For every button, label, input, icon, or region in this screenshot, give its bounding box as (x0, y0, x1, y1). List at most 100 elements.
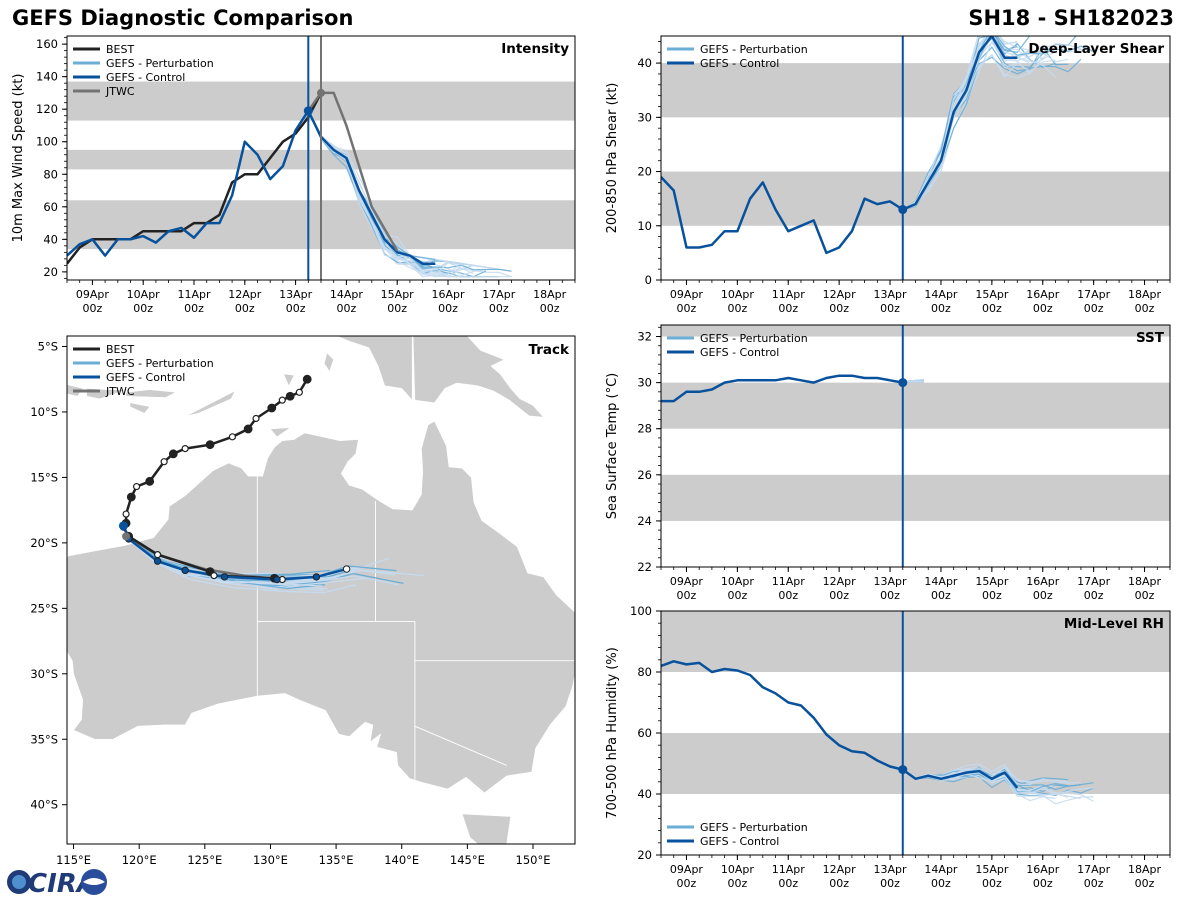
plot-area (661, 611, 1170, 855)
axes-frame (661, 325, 1170, 567)
y-tick-label: 10°S (30, 405, 58, 419)
x-tick-label-hour: 00z (1033, 302, 1053, 315)
x-tick-label-hour: 00z (489, 302, 509, 315)
control-init-point (119, 521, 128, 530)
best-track-point (123, 511, 129, 517)
x-tick-label-date: 12Apr (823, 288, 857, 301)
x-tick-label-date: 09Apr (76, 288, 110, 301)
legend-label: GEFS - Control (700, 57, 779, 70)
x-tick-label-date: 10Apr (721, 863, 755, 876)
storm-id: SH18 - SH182023 (968, 6, 1174, 30)
new-guinea-landmass (412, 307, 543, 417)
legend-label: BEST (106, 43, 134, 56)
figure-title: GEFS Diagnostic Comparison (12, 6, 353, 30)
x-tick-label-hour: 00z (133, 302, 153, 315)
y-tick-label: 120 (36, 102, 58, 116)
y-tick-label: 26 (637, 468, 652, 482)
legend-label: GEFS - Control (700, 346, 779, 359)
y-tick-label: 20 (637, 165, 652, 179)
tasmania-landmass (462, 814, 511, 852)
x-tick-label-date: 10Apr (721, 575, 755, 588)
shear-panel: 01020304009Apr00z10Apr00z11Apr00z12Apr00… (605, 23, 1170, 315)
best-track-point (279, 397, 285, 403)
x-tick-label-date: 09Apr (670, 575, 704, 588)
best-track-point (146, 478, 154, 486)
threshold-band (661, 733, 1170, 794)
x-tick-label: 150°E (516, 853, 551, 867)
x-tick-label-hour: 00z (982, 877, 1002, 890)
y-tick-label: 30°S (30, 667, 58, 681)
island-landmass (324, 353, 333, 371)
x-tick-label-date: 11Apr (177, 288, 211, 301)
x-tick-label-hour: 00z (931, 302, 951, 315)
best-track-point (268, 404, 276, 412)
perturbation-member-line (308, 111, 448, 274)
y-tick-label: 5°S (38, 339, 58, 353)
x-tick-label-hour: 00z (1135, 302, 1155, 315)
x-tick-label-hour: 00z (235, 302, 255, 315)
x-tick-label-hour: 00z (880, 302, 900, 315)
legend-label: GEFS - Perturbation (700, 43, 808, 56)
x-tick-label-hour: 00z (438, 302, 458, 315)
x-tick-label-hour: 00z (829, 302, 849, 315)
init-marker (898, 205, 907, 214)
x-tick-label-date: 18Apr (1128, 288, 1162, 301)
y-tick-label: 35°S (30, 732, 58, 746)
legend-label: GEFS - Control (700, 835, 779, 848)
legend-label: JTWC (105, 85, 135, 98)
x-tick-label-hour: 00z (1084, 589, 1104, 602)
x-tick-label-hour: 00z (982, 589, 1002, 602)
y-tick-label: 100 (630, 604, 652, 618)
x-tick-label-date: 18Apr (1128, 863, 1162, 876)
init-marker (898, 765, 907, 774)
x-tick-label-hour: 00z (1135, 589, 1155, 602)
panel-title: Intensity (501, 41, 569, 57)
best-track-point (182, 446, 188, 452)
y-tick-label: 20 (637, 848, 652, 862)
x-tick-label-hour: 00z (982, 302, 1002, 315)
y-tick-label: 40°S (30, 798, 58, 812)
x-tick-label-hour: 00z (931, 589, 951, 602)
x-tick-label-date: 12Apr (228, 288, 262, 301)
control-track-point (182, 567, 188, 573)
init-marker (898, 378, 907, 387)
x-tick-label-date: 09Apr (670, 863, 704, 876)
perturbation-member-line (308, 111, 511, 277)
best-track-point (286, 392, 294, 400)
island-landmass (187, 391, 236, 416)
island-landmass (244, 320, 281, 331)
y-tick-label: 10 (637, 219, 652, 233)
best-track-point (211, 573, 217, 579)
rh-panel: 2040608010009Apr00z10Apr00z11Apr00z12Apr… (605, 604, 1170, 890)
x-tick-label-hour: 00z (677, 302, 697, 315)
x-tick-label-hour: 00z (1033, 877, 1053, 890)
legend-label: GEFS - Perturbation (700, 821, 808, 834)
legend-label: GEFS - Control (106, 371, 185, 384)
x-tick-label-hour: 00z (778, 302, 798, 315)
y-tick-label: 20 (43, 265, 58, 279)
y-tick-label: 0 (645, 273, 652, 287)
y-axis-label: 200-850 hPa Shear (kt) (605, 83, 620, 234)
x-tick-label-date: 16Apr (1026, 863, 1060, 876)
best-track-point (206, 441, 214, 449)
best-track-point (155, 552, 161, 558)
y-tick-label: 32 (637, 330, 652, 344)
x-tick-label-date: 18Apr (1128, 575, 1162, 588)
x-tick-label-hour: 00z (829, 589, 849, 602)
island-landmass (271, 428, 291, 437)
best-track-point (170, 450, 178, 458)
y-tick-label: 22 (637, 560, 652, 574)
x-tick-label-hour: 00z (727, 877, 747, 890)
x-tick-label-hour: 00z (1033, 589, 1053, 602)
best-track-point (253, 415, 259, 421)
control-track-point (274, 576, 280, 582)
x-tick-label-hour: 00z (880, 877, 900, 890)
x-tick-label-date: 18Apr (533, 288, 567, 301)
x-tick-label-date: 17Apr (482, 288, 516, 301)
jtwc-marker (317, 89, 325, 97)
x-tick-label-date: 10Apr (721, 288, 755, 301)
x-tick-label-date: 14Apr (924, 863, 958, 876)
y-tick-label: 20°S (30, 536, 58, 550)
